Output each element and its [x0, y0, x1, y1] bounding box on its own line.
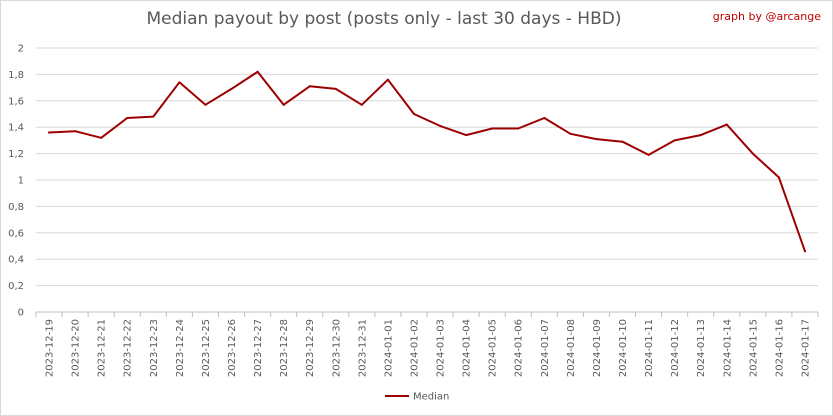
- data-point: [751, 152, 754, 155]
- x-tick-label: 2023-12-27: [253, 319, 264, 377]
- data-point: [595, 138, 598, 141]
- chart-credit: graph by @arcange: [712, 10, 821, 23]
- x-tick-label: 2024-01-04: [462, 319, 473, 377]
- y-axis-ticks: 0 0,2 0,4 0,6 0,8 1 1,2 1,4 1,6 1,8 2: [8, 44, 24, 319]
- data-point: [621, 140, 624, 143]
- data-point: [777, 176, 780, 179]
- x-tick-label: 2023-12-22: [123, 319, 134, 377]
- y-tick-label: 1,8: [8, 70, 24, 81]
- data-point: [517, 127, 520, 130]
- y-tick-label: 1,6: [8, 96, 24, 107]
- x-tick-label: 2024-01-14: [722, 319, 733, 377]
- data-point: [152, 115, 155, 118]
- y-tick-label: 2: [18, 44, 24, 55]
- y-tick-label: 0,8: [8, 202, 24, 213]
- data-point: [412, 113, 415, 115]
- data-point: [725, 123, 728, 126]
- data-point: [178, 81, 181, 84]
- x-tick-label: 2024-01-07: [540, 319, 551, 377]
- data-point: [74, 130, 77, 133]
- x-tick-label: 2024-01-17: [800, 319, 811, 377]
- data-point: [48, 131, 51, 134]
- y-tick-label: 0,6: [8, 228, 24, 239]
- x-tick-label: 2023-12-31: [357, 319, 368, 377]
- x-tick-label: 2023-12-19: [45, 319, 56, 377]
- data-point: [699, 134, 702, 137]
- x-tick-label: 2023-12-21: [97, 319, 108, 377]
- x-tick-label: 2024-01-09: [592, 319, 603, 377]
- data-point: [543, 116, 546, 119]
- x-tick-label: 2023-12-25: [201, 319, 212, 377]
- series-line-median: [48, 70, 806, 253]
- legend-label: Median: [413, 392, 449, 403]
- data-point: [126, 116, 129, 119]
- data-point: [204, 103, 207, 106]
- y-tick-label: 1,4: [8, 123, 24, 134]
- x-tick-label: 2023-12-30: [331, 319, 342, 377]
- x-tick-label: 2023-12-24: [175, 319, 186, 377]
- data-point: [569, 132, 572, 135]
- x-tick-label: 2024-01-02: [409, 319, 420, 377]
- legend: Median: [385, 392, 449, 403]
- data-point: [439, 124, 442, 127]
- data-point: [386, 78, 389, 81]
- data-point: [465, 134, 468, 137]
- data-point: [256, 70, 259, 73]
- data-point: [647, 153, 650, 156]
- x-tick-label: 2024-01-12: [670, 319, 681, 377]
- data-point: [334, 87, 337, 90]
- x-tick-label: 2024-01-16: [774, 319, 785, 377]
- x-tick-label: 2024-01-15: [748, 319, 759, 377]
- data-point: [230, 87, 233, 90]
- y-tick-label: 1,2: [8, 149, 24, 160]
- x-tick-label: 2023-12-20: [71, 319, 82, 377]
- data-point: [100, 136, 103, 139]
- data-point: [308, 85, 311, 88]
- x-tick-label: 2024-01-05: [488, 319, 499, 377]
- data-point: [360, 103, 363, 106]
- data-point: [673, 139, 676, 142]
- x-tick-label: 2024-01-03: [436, 319, 447, 377]
- x-tick-label: 2024-01-08: [566, 319, 577, 377]
- y-tick-label: 0: [18, 308, 24, 319]
- x-tick-label: 2024-01-13: [696, 319, 707, 377]
- x-tick-label: 2023-12-23: [149, 319, 160, 377]
- x-tick-label: 2023-12-29: [305, 319, 316, 377]
- x-tick-label: 2024-01-01: [383, 319, 394, 377]
- x-axis-ticks: 2023-12-19 2023-12-20 2023-12-21 2023-12-22…: [35, 312, 819, 377]
- y-tick-label: 0,2: [8, 281, 24, 292]
- series-lines: [48, 70, 806, 253]
- gridlines: [36, 47, 818, 313]
- x-tick-label: 2024-01-10: [618, 319, 629, 377]
- data-point: [491, 127, 494, 130]
- x-tick-label: 2023-12-26: [227, 319, 238, 377]
- chart-title: Median payout by post (posts only - last…: [146, 9, 622, 29]
- y-tick-label: 1: [18, 176, 24, 187]
- data-point: [803, 250, 806, 253]
- x-tick-label: 2024-01-11: [644, 319, 655, 377]
- data-point: [282, 103, 285, 106]
- x-tick-label: 2023-12-28: [279, 319, 290, 377]
- y-tick-label: 0,4: [8, 255, 24, 266]
- x-tick-label: 2024-01-06: [514, 319, 525, 377]
